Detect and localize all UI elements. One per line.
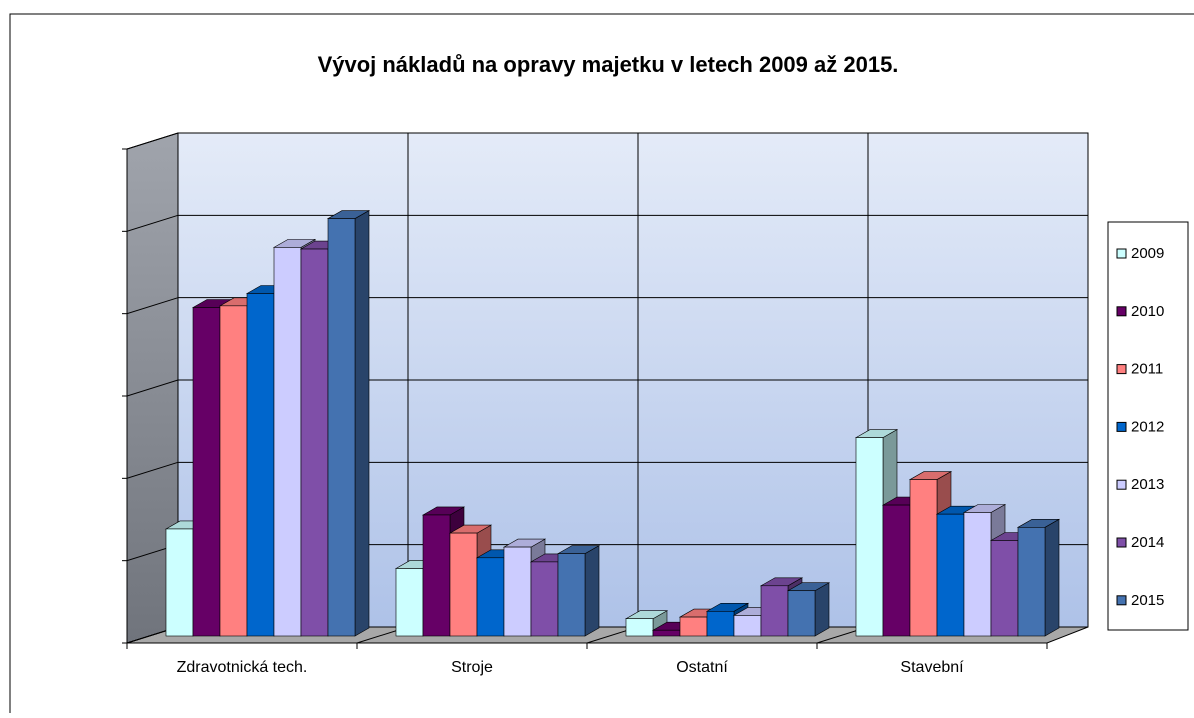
bar (706, 610, 735, 637)
grid-line (126, 379, 179, 397)
bar-side (814, 582, 830, 637)
legend-label: 2013 (1131, 476, 1164, 493)
bar (909, 479, 938, 637)
bar (219, 305, 248, 637)
bar-side (584, 545, 600, 637)
x-tick-label: Stavební (900, 659, 964, 676)
bar (936, 513, 965, 637)
grid-line (126, 214, 179, 232)
bar (760, 585, 789, 637)
legend-label: 2012 (1131, 418, 1164, 435)
bar (503, 546, 532, 637)
bar (273, 247, 302, 637)
legend-swatch (1116, 248, 1127, 259)
bar (652, 629, 681, 637)
bar (327, 218, 356, 637)
bar (787, 590, 816, 637)
legend-swatch (1116, 421, 1127, 432)
grid-line (126, 297, 179, 315)
legend-swatch (1116, 479, 1127, 490)
bar (990, 540, 1019, 637)
x-tick-label: Zdravotnická tech. (177, 659, 308, 676)
grid-line (126, 132, 179, 150)
legend-label: 2009 (1131, 245, 1164, 262)
bar (165, 528, 194, 637)
legend-swatch (1116, 306, 1127, 317)
bar (449, 532, 478, 637)
grid-line (126, 461, 179, 479)
bar (395, 568, 424, 637)
bar (882, 504, 911, 637)
bar-side (354, 210, 370, 637)
bar-side (1044, 518, 1060, 637)
x-tick-label: Stroje (451, 659, 493, 676)
bar (300, 248, 329, 637)
legend-label: 2010 (1131, 303, 1164, 320)
bar (855, 437, 884, 637)
bar (557, 553, 586, 637)
legend-swatch (1116, 364, 1127, 375)
x-tick-label: Ostatní (676, 659, 728, 676)
bar (246, 293, 275, 637)
legend-label: 2011 (1131, 361, 1163, 378)
legend-label: 2015 (1131, 592, 1164, 609)
chart-title: Vývoj nákladů na opravy majetku v letech… (318, 52, 899, 77)
bar (476, 557, 505, 637)
bar (192, 307, 221, 637)
legend-label: 2014 (1131, 534, 1164, 551)
bar (625, 618, 654, 637)
bar (963, 512, 992, 637)
bar (733, 615, 762, 637)
bar (422, 514, 451, 637)
legend-swatch (1116, 537, 1127, 548)
legend-swatch (1116, 595, 1127, 606)
bar (1017, 527, 1046, 637)
bar (679, 616, 708, 637)
bar (530, 561, 559, 637)
